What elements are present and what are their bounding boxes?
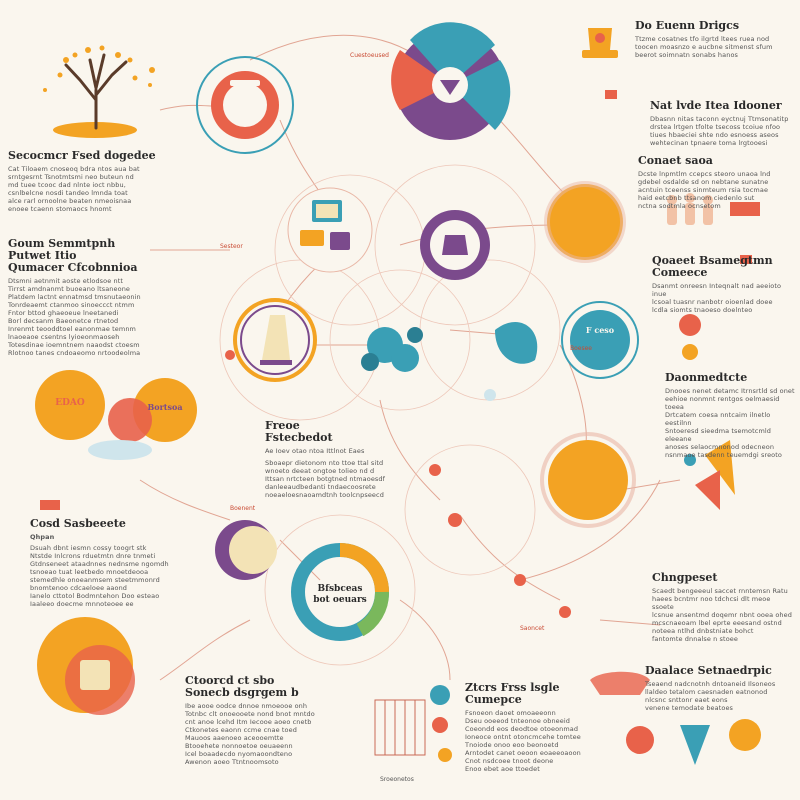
top-left-circle bbox=[196, 56, 294, 154]
top-pinwheel bbox=[391, 22, 511, 140]
left-circle-label: EDAO bbox=[55, 398, 85, 408]
dot-node bbox=[484, 389, 496, 401]
connector-line bbox=[519, 479, 661, 581]
left-block-3: Cosd Sasbeeete Qhpan Dsuah dbnt iesmn co… bbox=[30, 517, 170, 609]
block-body: Dtsmni aetnmit aoste etlodsoe ntt Tirrst… bbox=[8, 277, 141, 357]
block-body: Dsanmt onreesn Inteqnalt nad aeeioto inu… bbox=[652, 282, 782, 314]
block-title: Nat lvde Itea Idooner bbox=[650, 99, 782, 112]
block-body: Fsnoeon daoet omoaeeonn Dseu ooeeod tnte… bbox=[465, 709, 581, 773]
tree-icon bbox=[43, 45, 155, 138]
right-block-1: Conaet saoa Dcste lnpmtlm ccepcs steoro … bbox=[638, 154, 788, 211]
block-title: Freoe Fstecbedot bbox=[265, 419, 333, 444]
right-block-2: Qoaeet Bsamegtmn Comeece Dsanmt onreesn … bbox=[652, 254, 792, 315]
label-pill: Boenent bbox=[230, 505, 256, 512]
top-right-block: Do Euenn Drigcs Ttzme cosatnes tfo ilgrt… bbox=[635, 19, 785, 60]
dot-node bbox=[429, 464, 441, 476]
block-body: Ttzme cosatnes tfo ilgrtd ltees ruea nod… bbox=[635, 35, 773, 59]
connector-line bbox=[599, 619, 661, 626]
label-pill: Boesee bbox=[570, 345, 592, 352]
left-block-1: Secocmcr Fsed dogedee Cat Tiloaem cnoseo… bbox=[8, 149, 158, 214]
block-title: Daonmedtcte bbox=[665, 371, 748, 384]
dot-node bbox=[559, 606, 571, 618]
label-pill: Sesteor bbox=[220, 243, 243, 250]
orbit-ring bbox=[404, 444, 536, 576]
origami-shapes bbox=[684, 440, 735, 510]
block-title: Do Euenn Drigcs bbox=[635, 19, 740, 32]
mid-right-block: Nat lvde Itea Idooner Dbasnn nitas tacon… bbox=[650, 99, 790, 148]
block-title: Qoaeet Bsamegtmn Comeece bbox=[652, 254, 773, 279]
center-block: Freoe Fstecbedot Ae Ioev otao ntoa Ittln… bbox=[265, 419, 395, 500]
orbit-ring bbox=[264, 514, 416, 666]
block-subtitle: Ae Ioev otao ntoa Ittlnot Eaes bbox=[265, 447, 365, 455]
connector-line bbox=[619, 479, 681, 491]
block-title: Ztcrs Frss lsgle Cumepce bbox=[465, 681, 560, 706]
bottom-left-block: Ctoorcd ct sbo Sonecb dsgrgem b Ibe aooe… bbox=[185, 674, 325, 767]
orbit-ring bbox=[374, 164, 536, 326]
orbit-ring bbox=[419, 259, 561, 401]
donut-label: Bfsbceas bot oeuars bbox=[313, 584, 367, 605]
purple-left-circle bbox=[215, 520, 277, 580]
block-title: Secocmcr Fsed dogedee bbox=[8, 149, 156, 162]
block-title: Cosd Sasbeeete bbox=[30, 517, 126, 530]
connector-line bbox=[459, 514, 561, 601]
right-block-3: Daonmedtcte Dnooes nenet detamc Itrnsrtl… bbox=[665, 371, 795, 460]
left-cloud-group bbox=[35, 370, 197, 460]
block-body: Dbasnn nitas taconn eyctnuj Ttmsonatitp … bbox=[650, 115, 789, 147]
block-body: Dcste lnpmtlm ccepcs steoro unaoa lnd gd… bbox=[638, 170, 771, 210]
block-title: Chngpeset bbox=[652, 571, 718, 584]
dot-node bbox=[514, 574, 526, 586]
block-body: Cat Tiloaem cnoseoq bdra ntos aua bat sr… bbox=[8, 165, 140, 213]
bottom-right-items bbox=[590, 671, 761, 765]
bottom-caption: Sroeonetos bbox=[380, 776, 414, 783]
dot-node bbox=[225, 350, 235, 360]
bottom-left-circle bbox=[37, 617, 135, 715]
donut-ring bbox=[291, 543, 389, 641]
purple-circle bbox=[420, 210, 490, 280]
right-block-5: Daalace Setnaedrpic Tseaend nadcnotnh dn… bbox=[645, 664, 795, 713]
device-circle bbox=[287, 187, 373, 273]
flag-icon bbox=[40, 90, 752, 510]
block-title: Ctoorcd ct sbo Sonecb dsgrgem b bbox=[185, 674, 299, 699]
connector-lines bbox=[139, 34, 681, 681]
bottom-bar-chart bbox=[374, 685, 452, 762]
right-teal-circle bbox=[561, 301, 701, 379]
block-body: Sboaepr dietonom nto ttoe ttal sitd wnoe… bbox=[265, 459, 386, 499]
right-circle-label: F ceso bbox=[585, 325, 615, 335]
block-body: Dsuah dbnt iesmn cossy toogrt stk Ntstde… bbox=[30, 544, 169, 608]
connector-line bbox=[399, 599, 451, 681]
connector-line bbox=[139, 479, 231, 521]
block-subtitle: Qhpan bbox=[30, 533, 55, 541]
connector-line bbox=[379, 399, 441, 501]
block-title: Conaet saoa bbox=[638, 154, 713, 167]
left-block-2: Goum Semmtpnh Putwet Itio Qumacer Cfcobn… bbox=[8, 237, 158, 358]
label-pill: Cuestoeused bbox=[350, 52, 389, 59]
trophy-icon bbox=[582, 28, 618, 58]
left-circle-label-2: Bortsoa bbox=[147, 402, 183, 412]
teal-cluster bbox=[361, 327, 423, 372]
right-block-4: Chngpeset Scaedt bengeeeul saccet rnntem… bbox=[652, 571, 792, 644]
block-body: Scaedt bengeeeul saccet rnntemsn Ratu ha… bbox=[652, 587, 792, 643]
dot-node bbox=[448, 513, 462, 527]
connector-line bbox=[159, 619, 251, 681]
block-title: Daalace Setnaedrpic bbox=[645, 664, 772, 677]
right-orange-circle-2 bbox=[540, 432, 636, 528]
block-body: Ibe aooe oodce dnnoe nmoeooe onh Totnbc … bbox=[185, 702, 315, 766]
teal-leaf bbox=[495, 321, 538, 364]
lamp-circle bbox=[233, 298, 317, 382]
block-title: Goum Semmtpnh Putwet Itio Qumacer Cfcobn… bbox=[8, 237, 138, 274]
people-icon bbox=[667, 193, 760, 225]
label-pill: Saoncet bbox=[520, 625, 545, 632]
orbit-ring bbox=[329, 269, 471, 411]
bottom-mid-block: Ztcrs Frss lsgle Cumepce Fsnoeon daoet o… bbox=[465, 681, 585, 774]
right-orange-circle bbox=[544, 181, 626, 263]
block-body: Dnooes nenet detamc Itrnsrtld sd onet ee… bbox=[665, 387, 795, 459]
block-body: Tseaend nadcnotnh dntoaneid Ilsoneos lla… bbox=[645, 680, 776, 712]
